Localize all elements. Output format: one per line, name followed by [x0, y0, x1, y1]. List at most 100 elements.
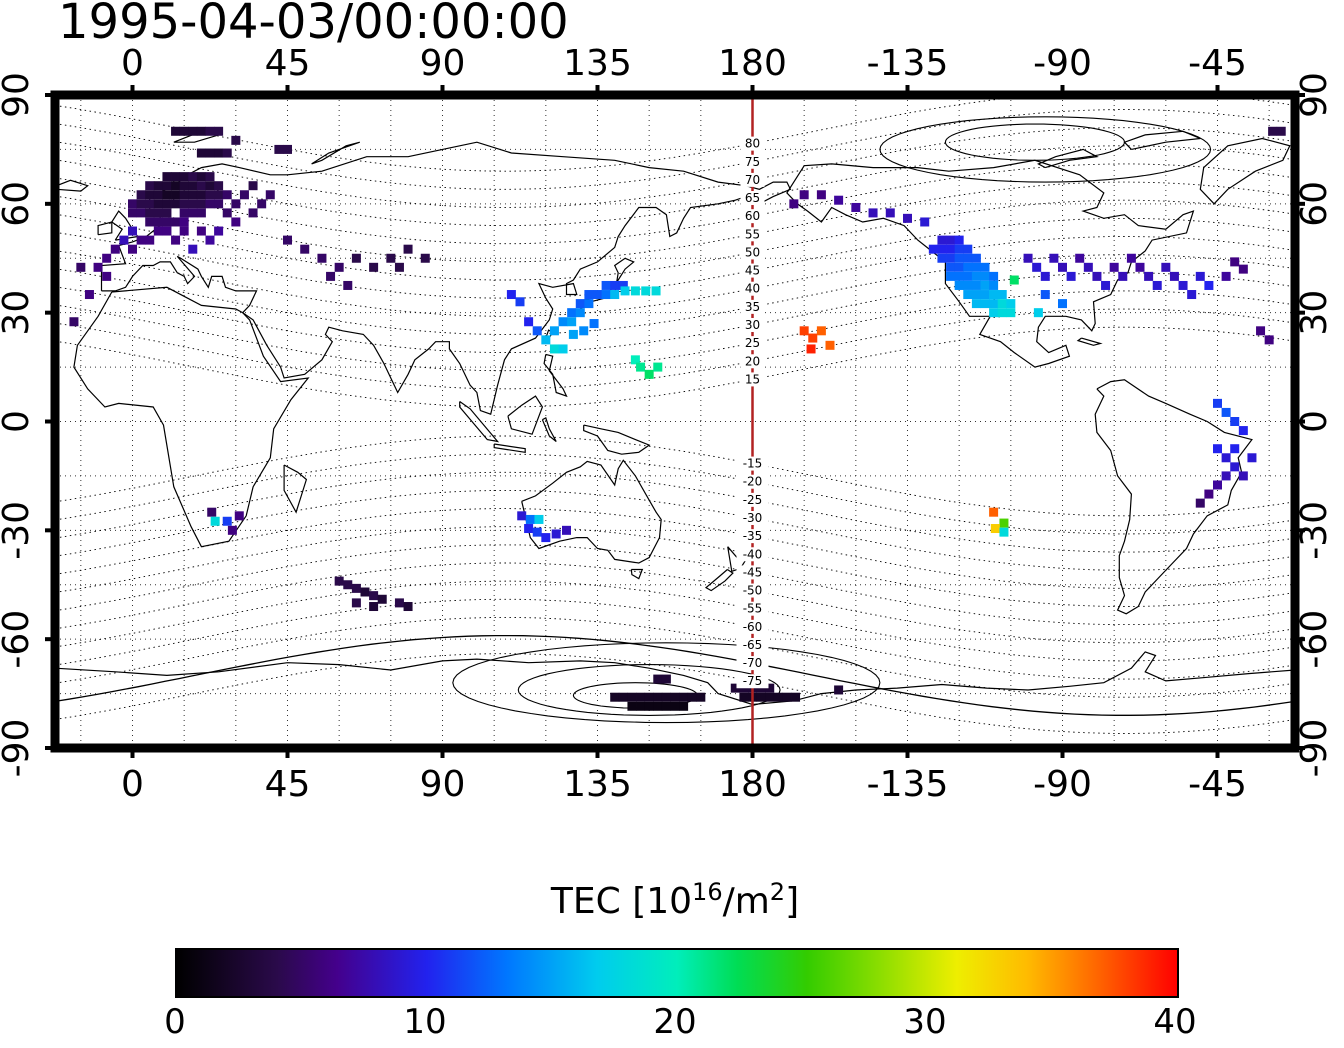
x-axis-tick-label-bottom: -90: [1033, 764, 1092, 805]
contour-line: [55, 562, 1295, 644]
tec-data-point: [1213, 480, 1222, 490]
tec-data-point: [179, 181, 189, 191]
contour-label: -15: [743, 457, 763, 471]
tec-data-point: [162, 199, 172, 209]
contour-label: -30: [743, 511, 763, 525]
tec-data-point: [506, 290, 516, 300]
tec-data-point: [102, 253, 112, 263]
tec-data-point: [946, 235, 956, 245]
tec-data-point: [636, 362, 646, 372]
tec-data-point: [584, 290, 594, 300]
tec-data-point: [1221, 271, 1231, 281]
contour-label: 55: [745, 227, 760, 241]
tec-data-point: [903, 213, 912, 223]
tec-data-point: [171, 235, 181, 245]
x-axis-tick-label-bottom: 0: [121, 764, 144, 805]
tec-data-point: [799, 190, 809, 200]
tec-data-point: [179, 226, 189, 236]
tec-data-point: [551, 529, 561, 539]
tec-data-point: [963, 271, 973, 281]
contour-label: 40: [745, 282, 760, 296]
contour-label: 75: [745, 155, 760, 169]
tec-data-point: [661, 701, 671, 711]
x-axis-tick-label-bottom: 45: [265, 764, 311, 805]
colorbar-tick-label: 30: [903, 1002, 947, 1042]
contour-label-bg: [740, 281, 765, 296]
tec-data-point: [136, 235, 146, 245]
tec-data-point: [317, 253, 327, 263]
tec-data-point: [980, 262, 990, 272]
colorbar-title-sup1: 16: [692, 878, 723, 906]
colorbar-title: TEC [1016/m2]: [175, 878, 1175, 922]
tec-data-point: [558, 317, 568, 327]
tec-data-point: [210, 516, 220, 526]
tec-data-point: [834, 685, 844, 695]
tec-data-point: [1040, 290, 1050, 300]
tec-data-point: [343, 580, 353, 590]
tec-data-point: [128, 208, 137, 218]
tec-data-point: [963, 290, 973, 300]
tec-data-point: [541, 533, 551, 543]
contour-label-bg: [736, 656, 769, 671]
contour-line: [55, 326, 1295, 408]
tec-data-point: [145, 190, 155, 200]
tec-data-point: [1230, 257, 1240, 267]
tec-data-point: [394, 598, 404, 608]
x-axis-tick-label-top: -135: [867, 43, 949, 84]
tec-data-point: [1264, 335, 1274, 345]
contour-label-bg: [736, 510, 769, 525]
contour-label: 20: [745, 354, 760, 368]
tec-data-point: [171, 199, 181, 209]
tec-data-point: [980, 290, 990, 300]
tec-data-point: [989, 290, 999, 300]
tec-data-point: [110, 244, 120, 254]
tec-data-point: [1109, 262, 1119, 272]
contour-label-bg: [736, 583, 769, 598]
tec-data-point: [227, 525, 237, 535]
contour-label-bg: [736, 601, 769, 616]
contour-label: -35: [743, 529, 763, 543]
tec-data-point: [610, 692, 620, 702]
tec-data-point: [386, 253, 396, 263]
tec-data-point: [162, 190, 172, 200]
tec-data-point: [343, 280, 353, 290]
tec-data-point: [1118, 271, 1128, 281]
contour-label: 80: [745, 137, 760, 151]
x-axis-tick-label-top: 90: [420, 43, 466, 84]
tec-data-point: [524, 317, 534, 327]
contour-label-bg: [736, 619, 769, 634]
contour-line: [55, 199, 1295, 281]
tec-data-point: [644, 701, 654, 711]
tec-data-point: [739, 692, 749, 702]
contour-label-bg: [740, 136, 765, 151]
tec-data-point: [567, 308, 577, 318]
tec-data-point: [653, 362, 663, 372]
tec-data-point: [946, 244, 956, 254]
tec-data-point: [532, 326, 542, 336]
colorbar-title-text: TEC [10: [550, 881, 693, 922]
tec-data-point: [630, 355, 640, 365]
tec-data-point: [153, 190, 163, 200]
contour-label: -65: [743, 638, 763, 652]
y-axis-tick-label-left: -30: [0, 501, 37, 560]
contour-line: [55, 236, 1295, 317]
tec-data-point: [188, 126, 198, 136]
tec-data-point: [610, 290, 620, 300]
tec-data-point: [1144, 271, 1154, 281]
tec-data-point: [601, 280, 611, 290]
x-axis-tick-label-bottom: -135: [867, 764, 949, 805]
colorbar-tick-label: 0: [164, 1002, 186, 1042]
tec-data-point: [1126, 253, 1136, 263]
contour-line: [55, 109, 1295, 190]
x-axis-tick-label-top: 45: [265, 43, 311, 84]
tec-data-point: [971, 262, 981, 272]
tec-data-point: [1238, 264, 1248, 274]
tec-data-point: [601, 290, 611, 300]
tec-data-point: [1195, 498, 1205, 508]
tec-data-point: [765, 683, 775, 693]
tec-data-point: [651, 286, 661, 296]
tec-data-point: [963, 253, 973, 263]
tec-data-point: [963, 280, 973, 290]
x-axis-tick-label-bottom: 90: [420, 764, 466, 805]
tec-data-point: [1006, 299, 1016, 309]
